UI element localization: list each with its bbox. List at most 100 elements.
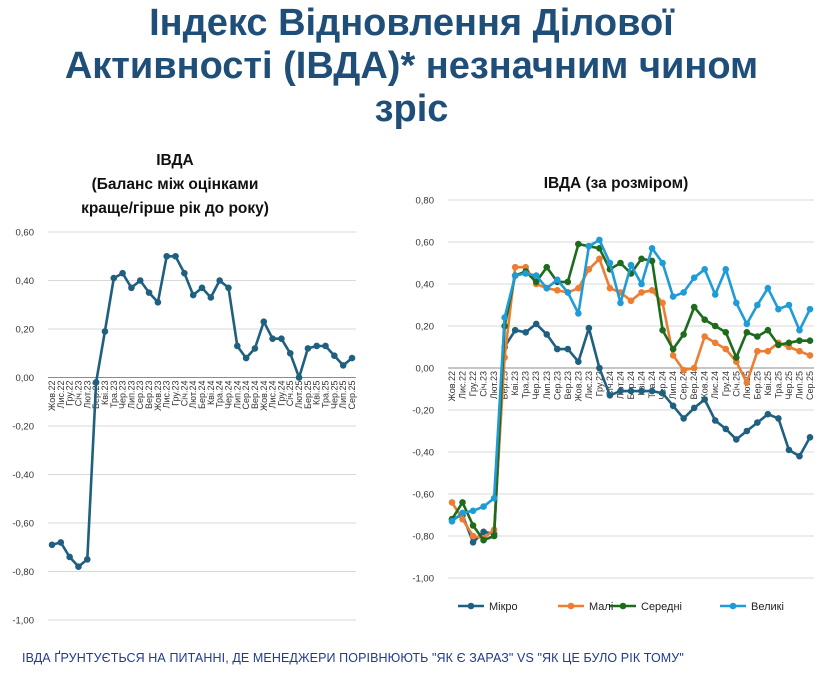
- chart-2: ІВДА (за розміром) 0,80 0,60 0,40 0,20 0,00 -0…: [412, 175, 815, 613]
- data-point: [617, 299, 624, 307]
- data-point: [469, 507, 477, 515]
- data-point: [313, 342, 321, 350]
- data-point: [501, 314, 508, 321]
- data-point: [617, 259, 624, 267]
- data-point: [564, 289, 572, 296]
- x-tick-label: Жов.23: [573, 371, 583, 402]
- y-tick-label: 0,80: [416, 196, 435, 207]
- data-point: [680, 366, 687, 374]
- data-point: [145, 289, 153, 296]
- data-point: [543, 331, 551, 338]
- data-point: [764, 326, 772, 334]
- data-point: [806, 434, 814, 441]
- data-point: [553, 287, 561, 294]
- data-point: [66, 553, 73, 561]
- data-point: [511, 326, 519, 334]
- data-point: [295, 374, 303, 381]
- data-point: [627, 387, 635, 395]
- data-point: [136, 277, 144, 284]
- data-point: [92, 379, 100, 386]
- footnote: ІВДА ҐРУНТУЄТЬСЯ НА ПИТАННІ, ДЕ МЕНЕДЖЕР…: [22, 651, 684, 665]
- x-tick-label: Гру.22: [65, 381, 75, 406]
- chart-1: ІВДА (Баланс між оцінками краще/гірше рік …: [12, 152, 357, 627]
- x-tick-label: Лис.22: [458, 371, 468, 399]
- x-tick-label: Лис.24: [268, 381, 278, 409]
- page-title: Індекс Відновлення Ділової Активності (І…: [0, 2, 823, 131]
- y-tick-label: -1,00: [12, 616, 34, 627]
- data-point: [806, 352, 814, 359]
- data-point: [553, 345, 561, 353]
- y-tick-label: -0,60: [412, 490, 434, 501]
- page-title-line-1: Індекс Відновлення Ділової: [149, 2, 674, 44]
- data-point: [606, 259, 614, 267]
- data-point: [585, 242, 593, 250]
- x-tick-label: Чер.24: [223, 381, 233, 410]
- x-tick-label: Кві.23: [100, 381, 110, 406]
- data-point: [75, 563, 82, 570]
- data-point: [585, 266, 593, 273]
- chart-2-title-line: ІВДА (за розміром): [544, 175, 689, 192]
- data-point: [57, 539, 65, 546]
- data-point: [163, 252, 171, 260]
- data-point: [806, 305, 814, 313]
- x-tick-label: Чер.25: [329, 381, 339, 410]
- data-point: [711, 291, 719, 298]
- data-point: [627, 261, 635, 269]
- x-tick-label: Лис.22: [56, 381, 66, 409]
- legend-label: Малі: [589, 601, 613, 613]
- data-point: [785, 446, 793, 454]
- data-point: [690, 364, 698, 372]
- data-point: [690, 303, 698, 311]
- series-Великі: [448, 236, 814, 525]
- x-tick-label: Тра.23: [109, 381, 119, 409]
- data-point: [617, 387, 624, 395]
- x-tick-label: Лют.24: [188, 381, 198, 409]
- data-point: [469, 532, 477, 540]
- x-tick-label: Бер.25: [303, 381, 313, 409]
- data-point: [648, 245, 656, 252]
- data-point: [711, 417, 719, 424]
- data-point: [606, 392, 614, 399]
- legend-marker: [567, 602, 575, 610]
- data-point: [690, 404, 698, 412]
- data-point: [596, 255, 603, 263]
- chart-1-title-line: краще/гірше рік до року): [81, 200, 269, 217]
- data-point: [286, 349, 294, 357]
- x-tick-label: Сер.23: [135, 381, 145, 410]
- data-point: [48, 541, 56, 549]
- x-tick-label: Вер.23: [563, 371, 573, 400]
- data-point: [110, 274, 118, 282]
- y-tick-label: -0,60: [12, 519, 34, 530]
- data-point: [680, 331, 687, 338]
- data-point: [189, 291, 197, 299]
- data-point: [711, 322, 719, 330]
- data-point: [596, 364, 603, 372]
- x-tick-label: Вер.24: [689, 371, 699, 400]
- data-point: [575, 310, 582, 317]
- x-tick-label: Чер.25: [784, 371, 794, 400]
- x-tick-label: Жов.22: [447, 371, 457, 402]
- x-tick-label: Бер.25: [752, 371, 762, 399]
- data-point: [701, 316, 709, 324]
- x-tick-label: Тра.25: [321, 381, 331, 409]
- x-tick-label: Лис.24: [710, 371, 720, 399]
- data-point: [511, 272, 519, 279]
- x-tick-label: Тра.24: [215, 381, 225, 409]
- data-point: [690, 274, 698, 282]
- data-point: [806, 337, 814, 345]
- data-point: [532, 278, 540, 286]
- data-point: [754, 301, 761, 309]
- y-tick-label: -0,40: [12, 470, 34, 481]
- x-tick-label: Сер.25: [347, 381, 357, 410]
- data-point: [743, 427, 751, 435]
- y-tick-label: 0,00: [416, 364, 435, 375]
- data-point: [242, 354, 250, 362]
- x-tick-label: Лип.25: [338, 381, 348, 409]
- data-point: [648, 257, 656, 265]
- x-tick-label: Гру.22: [468, 371, 478, 396]
- data-point: [198, 284, 206, 292]
- x-tick-label: Бер.24: [197, 381, 207, 409]
- data-point: [596, 236, 603, 244]
- data-point: [348, 354, 356, 362]
